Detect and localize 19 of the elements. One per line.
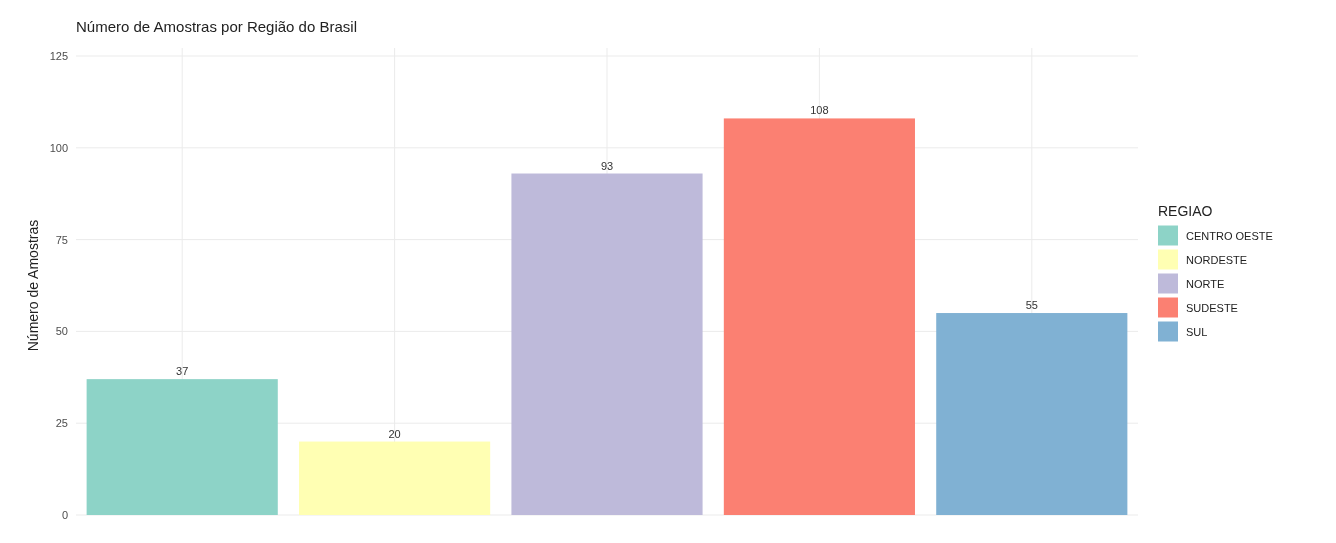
data-label: 20 xyxy=(388,427,401,440)
y-tick-label: 125 xyxy=(49,50,68,62)
legend-label: SUDESTE xyxy=(1186,301,1238,314)
legend-label: SUL xyxy=(1186,325,1208,338)
data-label: 55 xyxy=(1025,299,1038,312)
legend-label: NORTE xyxy=(1186,277,1225,290)
y-tick-label: 0 xyxy=(61,509,68,521)
legend-label: NORDESTE xyxy=(1186,253,1248,266)
chart-title: Número de Amostras por Região do Brasil xyxy=(76,18,357,35)
data-label: 37 xyxy=(176,365,189,378)
y-tick-label: 25 xyxy=(55,417,68,430)
y-tick-label: 100 xyxy=(49,141,68,154)
legend-label: CENTRO OESTE xyxy=(1186,229,1273,242)
y-axis-title: Número de Amostras xyxy=(25,219,41,352)
data-label: 108 xyxy=(810,104,829,117)
data-label: 93 xyxy=(600,159,614,172)
y-tick-label: 75 xyxy=(55,233,68,246)
legend-title: REGIAO xyxy=(1158,202,1213,219)
y-tick-label: 50 xyxy=(55,325,68,338)
